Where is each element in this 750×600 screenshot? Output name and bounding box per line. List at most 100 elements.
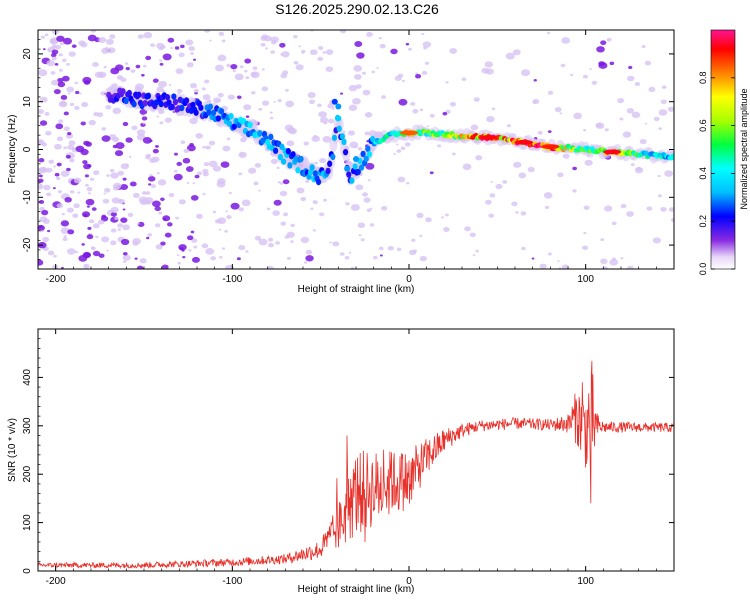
spectrogram-noise-blob xyxy=(362,89,371,96)
spectrogram-noise-blob xyxy=(270,158,278,164)
spectrogram-noise-blob xyxy=(241,199,251,207)
spectrogram-noise-blob xyxy=(212,165,221,172)
spectrogram-noise-blob xyxy=(660,99,667,105)
spectrogram-noise-blob xyxy=(518,172,527,179)
spectrogram-noise-blob xyxy=(667,106,674,112)
spectrogram-noise-blob xyxy=(135,64,141,69)
spectrogram-noise-blob xyxy=(163,218,167,221)
spectrogram-noise-blob xyxy=(539,263,547,269)
spectrogram-noise-blob xyxy=(273,100,276,103)
spectrogram-marks xyxy=(38,30,674,269)
spectrogram-noise-blob xyxy=(296,187,305,194)
spectrogram-noise-blob xyxy=(521,246,526,251)
spectrogram-ridge-cell xyxy=(295,167,301,174)
spectrogram-noise-blob xyxy=(106,249,109,252)
spectrogram-noise-blob xyxy=(355,84,362,89)
spectrogram-noise-blob xyxy=(134,83,144,91)
spectrogram-noise-blob xyxy=(38,109,45,114)
spectrogram-noise-blob xyxy=(162,53,172,61)
spectrogram-noise-blob xyxy=(120,77,127,83)
spectrogram-noise-blob xyxy=(181,249,185,252)
spectrogram-noise-blob xyxy=(657,174,661,178)
spectrogram-noise-blob xyxy=(572,189,577,193)
spectrogram-noise-blob xyxy=(157,179,167,186)
spectrogram-noise-blob xyxy=(248,167,257,174)
spectrogram-noise-blob xyxy=(226,137,231,141)
spectrogram-noise-blob xyxy=(122,224,130,231)
spectrogram-noise-blob xyxy=(506,124,512,128)
spectrogram-noise-blob xyxy=(617,97,625,104)
spectrogram-noise-blob xyxy=(38,69,48,77)
spectrogram-noise-blob xyxy=(261,68,265,71)
spectrogram-ridge-cell xyxy=(355,168,361,176)
spectrogram-noise-blob xyxy=(51,49,59,55)
spectrogram-ridge-cell xyxy=(366,151,373,158)
spectrogram-noise-blob xyxy=(58,68,63,72)
spectrogram-noise-blob xyxy=(464,226,471,232)
spectrogram-ridge-cell xyxy=(325,167,331,175)
spectrogram-noise-blob xyxy=(67,229,75,235)
spectrogram-noise-blob xyxy=(533,79,537,82)
spectrogram-noise-blob xyxy=(218,228,222,231)
spectrogram-noise-blob xyxy=(409,249,417,256)
top-y-axis-label: Frequency (Hz) xyxy=(7,115,18,184)
spectrogram-noise-blob xyxy=(109,34,116,39)
spectrogram-noise-blob xyxy=(66,207,74,213)
spectrogram-noise-blob xyxy=(81,101,89,108)
spectrogram-noise-blob xyxy=(147,233,153,237)
spectrogram-noise-blob xyxy=(182,157,191,164)
spectrogram-noise-blob xyxy=(352,97,361,105)
top-x-tick-label: 0 xyxy=(406,274,412,285)
spectrogram-noise-blob xyxy=(130,69,136,73)
spectrogram-noise-blob xyxy=(164,232,172,238)
spectrogram-noise-blob xyxy=(216,180,226,188)
spectrogram-noise-blob xyxy=(186,235,194,241)
spectrogram-noise-blob xyxy=(583,231,587,235)
spectrogram-noise-blob xyxy=(83,140,90,146)
spectrogram-noise-blob xyxy=(188,249,192,252)
spectrogram-noise-blob xyxy=(272,210,280,216)
spectrogram-ridge-cell xyxy=(169,103,175,111)
spectrogram-noise-blob xyxy=(591,80,598,85)
spectrogram-noise-blob xyxy=(495,183,503,190)
spectrogram-noise-blob xyxy=(170,46,173,50)
spectrogram-noise-blob xyxy=(361,71,366,75)
spectrogram-noise-blob xyxy=(490,180,494,183)
spectrogram-noise-blob xyxy=(622,131,632,138)
spectrogram-noise-blob xyxy=(429,113,435,118)
spectrogram-noise-blob xyxy=(150,184,156,188)
spectrogram-noise-blob xyxy=(158,80,167,88)
spectrogram-noise-blob xyxy=(149,173,153,177)
spectrogram-noise-blob xyxy=(56,35,65,42)
spectrogram-noise-blob xyxy=(154,206,162,212)
spectrogram-noise-blob xyxy=(105,104,112,110)
spectrogram-noise-blob xyxy=(159,62,164,66)
spectrogram-noise-blob xyxy=(300,196,307,202)
spectrogram-noise-blob xyxy=(164,117,172,123)
spectrogram-noise-blob xyxy=(193,58,197,61)
spectrogram-noise-blob xyxy=(155,223,161,228)
spectrogram-noise-blob xyxy=(393,152,396,155)
spectrogram-noise-blob xyxy=(309,49,318,56)
spectrogram-noise-blob xyxy=(128,155,132,158)
spectrogram-noise-blob xyxy=(56,162,62,167)
spectrogram-noise-blob xyxy=(664,170,673,177)
spectrogram-noise-blob xyxy=(475,249,479,253)
spectrogram-noise-blob xyxy=(72,147,76,150)
spectrogram-noise-blob xyxy=(475,155,483,161)
spectrogram-noise-blob xyxy=(486,115,495,123)
spectrogram-noise-blob xyxy=(285,88,289,92)
spectrogram-noise-blob xyxy=(60,220,70,227)
spectrogram-ridge-cell xyxy=(123,97,129,105)
spectrogram-noise-blob xyxy=(261,86,269,92)
spectrogram-noise-blob xyxy=(203,162,210,167)
spectrogram-noise-blob xyxy=(424,61,430,65)
spectrogram-noise-blob xyxy=(147,175,156,182)
spectrogram-noise-blob xyxy=(305,255,314,262)
spectrogram-noise-blob xyxy=(142,122,146,125)
spectrogram-noise-blob xyxy=(472,254,476,257)
spectrogram-noise-blob xyxy=(515,211,519,214)
spectrogram-noise-blob xyxy=(280,221,287,226)
spectrogram-noise-blob xyxy=(38,178,44,183)
spectrogram-noise-blob xyxy=(378,246,384,251)
